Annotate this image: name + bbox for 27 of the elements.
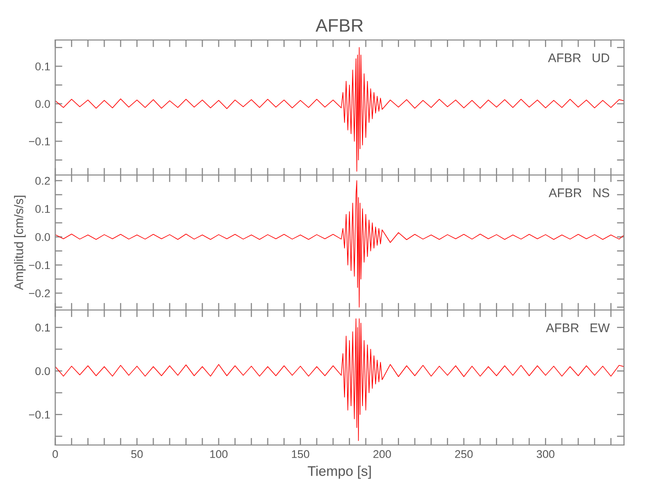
- chart-title: AFBR: [316, 19, 363, 32]
- x-tick-label: 300: [536, 450, 554, 458]
- y-tick-label: −0.1: [29, 410, 50, 419]
- x-tick-label: 0: [52, 450, 58, 458]
- y-tick-label: 0.2: [35, 176, 50, 185]
- y-tick-label: −0.2: [29, 289, 50, 298]
- y-tick-label: 0.1: [35, 205, 50, 213]
- annotation: AFBR UD: [548, 54, 610, 62]
- x-axis-title: Tiempo [s]: [308, 466, 371, 479]
- y-tick-label: −0.1: [29, 261, 50, 270]
- y-tick-label: 0.1: [35, 324, 50, 332]
- x-tick-label: 200: [373, 450, 391, 458]
- x-tick-label: 50: [131, 450, 143, 458]
- y-tick-label: 0.0: [35, 367, 50, 376]
- y-axis-title: Amplitud [cm/s/s]: [14, 196, 26, 290]
- y-tick-label: −0.1: [29, 138, 50, 146]
- x-tick-label: 100: [210, 450, 228, 458]
- x-tick-label: 150: [292, 450, 310, 458]
- line-series: [55, 47, 624, 172]
- y-tick-label: 0.1: [35, 62, 50, 70]
- y-tick-label: 0.0: [35, 100, 50, 108]
- annotation: AFBR NS: [548, 188, 610, 198]
- line-series: [55, 318, 624, 441]
- line-series: [55, 180, 624, 308]
- y-tick-label: 0.0: [35, 233, 50, 242]
- x-tick-label: 250: [455, 450, 473, 458]
- annotation: AFBR EW: [546, 324, 610, 332]
